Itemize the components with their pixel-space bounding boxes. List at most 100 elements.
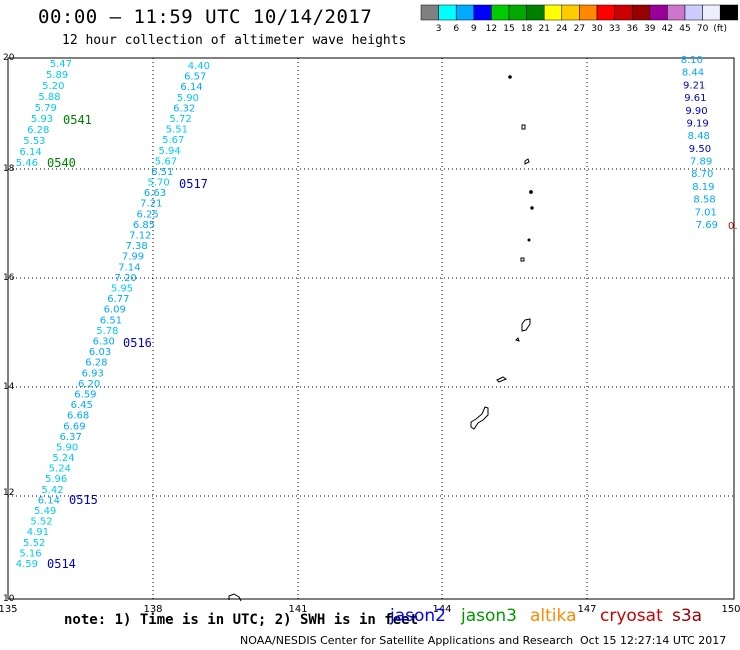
wave-height-label: 9.19 [687, 118, 709, 129]
wave-height-label: 8.44 [682, 68, 704, 79]
wave-height-label: 7.20 [115, 273, 137, 284]
wave-height-label: 6.28 [85, 358, 107, 369]
wave-height-label: 6.20 [78, 379, 100, 390]
wave-height-label: 6.03 [89, 347, 111, 358]
lon-label: 135 [0, 604, 18, 615]
island [470, 406, 489, 430]
wave-height-label: 7.89 [690, 157, 712, 168]
color-scale-label: 42 [662, 24, 673, 34]
color-scale-label: 21 [538, 24, 549, 34]
pass-number-label: 0516 [123, 336, 152, 350]
color-swatch [491, 4, 510, 21]
color-scale-label: 24 [556, 24, 568, 34]
wave-height-label: 5.96 [45, 474, 67, 485]
wave-height-label: 8.70 [691, 169, 713, 180]
color-scale-label: 45 [679, 24, 690, 34]
wave-height-label: 5.94 [158, 146, 180, 157]
map-title: 00:00 — 11:59 UTC 10/14/2017 [38, 6, 373, 28]
color-swatch [614, 4, 633, 21]
color-swatch [561, 4, 580, 21]
wave-height-label: 5.93 [31, 114, 53, 125]
wave-height-label: 5.78 [96, 326, 118, 337]
wave-height-label: 6.09 [104, 305, 126, 316]
lat-label: 10 [3, 594, 15, 604]
island [524, 158, 530, 165]
wave-height-label: 6.45 [71, 400, 93, 411]
wave-height-label: 5.95 [111, 284, 133, 295]
color-scale-legend: 3 6 9 12 15 18 21 24 27 30 33 36 39 42 45 70 (ft) [420, 4, 739, 34]
color-swatch [719, 4, 739, 21]
lon-label: 138 [143, 604, 162, 615]
timestamp-text: Oct 15 12:27:14 UTC 2017 [580, 634, 727, 647]
wave-height-label: 7.01 [695, 207, 717, 218]
wave-height-label: 7.99 [122, 252, 144, 263]
wave-height-label: 6.37 [60, 432, 82, 443]
color-swatch [420, 4, 439, 21]
color-scale-label: 39 [644, 24, 656, 34]
wave-height-label: 5.24 [49, 464, 71, 475]
grid-lines [8, 58, 734, 599]
lat-label: 16 [3, 273, 15, 283]
wave-height-label: 5.53 [23, 136, 45, 147]
color-scale-label: 3 [436, 24, 442, 34]
satellite-legend-s3a: s3a [672, 606, 703, 626]
color-swatch [543, 4, 563, 21]
wave-height-label: 9.50 [689, 144, 711, 155]
island [508, 75, 512, 79]
color-swatch [526, 4, 545, 21]
island [521, 318, 531, 332]
satellite-legend-altika: altika [530, 606, 577, 626]
lon-label: 150 [721, 604, 740, 615]
map-subtitle: 12 hour collection of altimeter wave hei… [62, 33, 407, 48]
color-scale-label: 6 [453, 24, 459, 34]
wave-height-label: 6.14 [20, 147, 42, 158]
wave-height-label: 8.58 [693, 195, 715, 206]
wave-height-label: 6.77 [107, 294, 129, 305]
altimeter-tracks: 5.475.895.205.885.795.936.285.536.145.46… [16, 55, 738, 571]
color-scale-label: 18 [521, 24, 533, 34]
axis-labels: 135 138 141 144 147 150 20 18 16 14 12 10 [0, 53, 740, 615]
wave-height-label: 6.59 [74, 389, 96, 400]
wave-height-label: 4.91 [27, 527, 49, 538]
wave-height-label: 6.51 [151, 167, 173, 178]
color-scale-label: 70 [697, 24, 709, 34]
wave-height-label: 6.32 [173, 103, 195, 114]
wave-height-label: 5.72 [169, 114, 191, 125]
wave-height-label: 5.79 [35, 103, 57, 114]
color-swatch [702, 4, 721, 21]
color-scale-label: 30 [591, 24, 603, 34]
color-scale-label: (ft) [713, 24, 727, 34]
wave-height-label: 6.14 [180, 82, 202, 93]
color-scale-label: 27 [574, 24, 585, 34]
wave-height-label: 6.30 [93, 336, 115, 347]
wave-height-label: 5.90 [177, 93, 199, 104]
lat-label: 12 [3, 488, 14, 498]
island [527, 238, 531, 242]
wave-height-label: 9.61 [684, 93, 706, 104]
wave-height-label: 5.46 [16, 158, 38, 169]
wave-height-label: 6.14 [38, 495, 60, 506]
lon-label: 147 [577, 604, 596, 615]
wave-height-label: 6.69 [63, 421, 85, 432]
island [529, 190, 533, 194]
wave-height-label: 5.20 [42, 81, 64, 92]
pass-number-label: 0515 [69, 493, 98, 507]
color-swatch [684, 4, 703, 21]
color-swatch [649, 4, 668, 21]
wave-height-label: 5.67 [162, 135, 184, 146]
wave-height-label: 6.63 [144, 188, 166, 199]
lat-label: 18 [3, 164, 15, 174]
satellite-legend-jason3: jason3 [461, 606, 517, 626]
pass-number-label: 0540 [47, 156, 76, 170]
wave-height-label: 5.51 [166, 125, 188, 136]
wave-height-label: 0. [728, 221, 738, 232]
island [520, 257, 525, 262]
wave-height-label: 6.25 [137, 209, 159, 220]
wave-height-label: 7.14 [118, 262, 140, 273]
color-scale-label: 15 [503, 24, 514, 34]
wave-height-label: 5.47 [50, 59, 72, 70]
island [496, 376, 508, 383]
wave-height-label: 6.51 [100, 315, 122, 326]
wave-height-label: 9.21 [683, 80, 705, 91]
